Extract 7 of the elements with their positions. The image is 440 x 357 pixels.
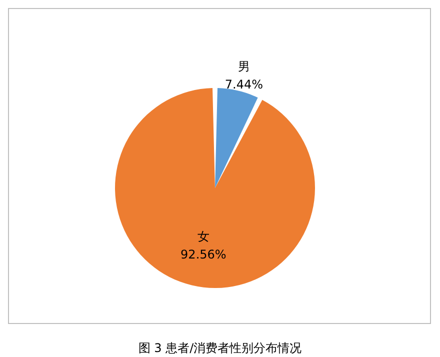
caption: 图 3 患者/消费者性别分布情况 bbox=[138, 341, 302, 355]
pie-slice bbox=[215, 88, 258, 188]
pie-slice bbox=[115, 88, 315, 288]
data-label: 7.44% bbox=[224, 77, 264, 92]
slice-label: 女 bbox=[197, 230, 210, 244]
slice-label: 男 bbox=[238, 59, 250, 74]
data-label: 92.56% bbox=[180, 248, 226, 262]
